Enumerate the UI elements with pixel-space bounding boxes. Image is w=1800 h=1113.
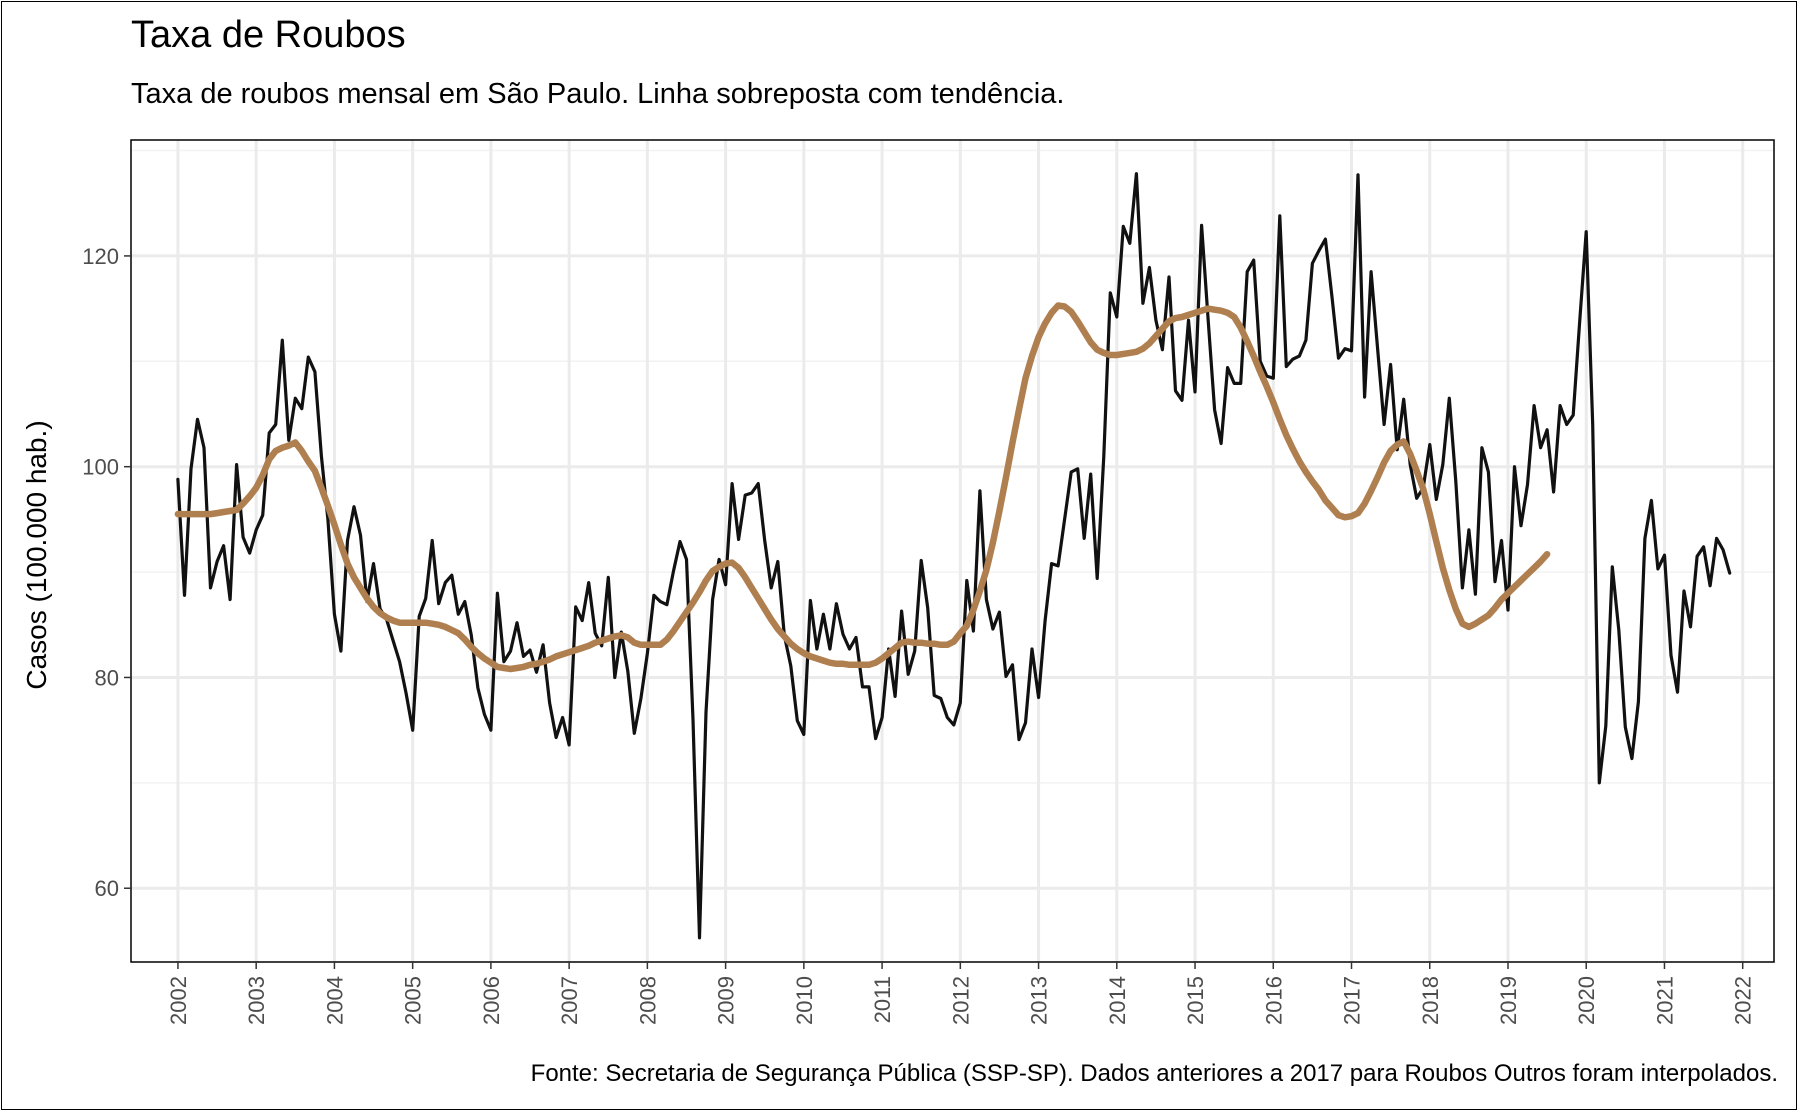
y-axis: 60 80 100 120 xyxy=(82,244,131,901)
x-tick-label: 2012 xyxy=(948,976,973,1025)
y-tick-label: 60 xyxy=(95,876,119,901)
x-tick-label: 2010 xyxy=(792,976,817,1025)
y-axis-title: Casos (100.000 hab.) xyxy=(21,420,52,689)
plot-panel-border xyxy=(130,139,1775,963)
x-tick-label: 2002 xyxy=(166,976,191,1025)
x-tick-label: 2011 xyxy=(870,976,895,1023)
source-caption: Fonte: Secretaria de Segurança Pública (… xyxy=(530,1060,1778,1087)
x-tick-label: 2021 xyxy=(1652,976,1677,1025)
x-tick-label: 2015 xyxy=(1183,976,1208,1025)
x-tick-label: 2016 xyxy=(1261,976,1286,1025)
x-tick-label: 2017 xyxy=(1340,976,1365,1025)
y-tick-label: 100 xyxy=(82,455,119,480)
x-tick-label: 2003 xyxy=(244,976,269,1025)
x-tick-label: 2008 xyxy=(635,976,660,1025)
series-line-monthly xyxy=(176,172,1732,940)
x-tick-label: 2005 xyxy=(401,976,426,1025)
y-tick-label: 80 xyxy=(95,665,119,690)
chart-subtitle: Taxa de roubos mensal em São Paulo. Linh… xyxy=(131,78,1065,110)
x-tick-label: 2007 xyxy=(557,976,582,1025)
x-tick-label: 2013 xyxy=(1027,976,1052,1025)
chart-title: Taxa de Roubos xyxy=(131,14,406,56)
series-group xyxy=(174,172,1732,940)
series-line-trend xyxy=(174,302,1551,673)
x-tick-label: 2014 xyxy=(1105,976,1130,1025)
x-tick-label: 2018 xyxy=(1418,976,1443,1025)
grid-lines xyxy=(131,140,1774,962)
x-tick-label: 2020 xyxy=(1574,976,1599,1025)
x-axis: 2002 2003 2004 2005 2006 2007 2008 2009 2010 2011… xyxy=(166,962,1756,1025)
y-tick-label: 120 xyxy=(82,244,119,269)
x-tick-label: 2004 xyxy=(322,976,347,1025)
x-tick-label: 2006 xyxy=(479,976,504,1025)
x-tick-label: 2019 xyxy=(1496,976,1521,1025)
x-tick-label: 2009 xyxy=(714,976,739,1025)
x-tick-label: 2022 xyxy=(1731,976,1756,1025)
